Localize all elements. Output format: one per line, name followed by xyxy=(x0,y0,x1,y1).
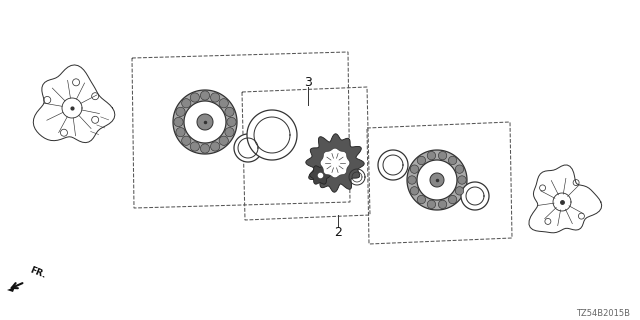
Circle shape xyxy=(455,165,464,173)
Circle shape xyxy=(176,128,185,137)
Text: 3: 3 xyxy=(304,76,312,89)
Circle shape xyxy=(227,117,236,127)
Polygon shape xyxy=(320,148,350,178)
Circle shape xyxy=(174,117,183,127)
Circle shape xyxy=(225,128,234,137)
Circle shape xyxy=(417,156,426,165)
Polygon shape xyxy=(184,101,226,143)
Text: FR.: FR. xyxy=(28,266,47,280)
Circle shape xyxy=(417,195,426,204)
Circle shape xyxy=(211,142,220,151)
Circle shape xyxy=(219,136,228,145)
Polygon shape xyxy=(430,173,444,187)
Polygon shape xyxy=(306,134,364,192)
Circle shape xyxy=(190,93,200,102)
Circle shape xyxy=(182,136,191,145)
Polygon shape xyxy=(417,160,457,200)
Circle shape xyxy=(455,187,464,195)
Text: 2: 2 xyxy=(334,226,342,238)
Polygon shape xyxy=(197,114,213,130)
Polygon shape xyxy=(234,134,262,162)
Circle shape xyxy=(219,99,228,108)
Circle shape xyxy=(428,200,436,209)
Circle shape xyxy=(449,195,457,204)
Circle shape xyxy=(428,151,436,160)
Circle shape xyxy=(200,144,210,153)
Circle shape xyxy=(211,93,220,102)
Circle shape xyxy=(408,176,416,184)
Circle shape xyxy=(176,107,185,116)
Circle shape xyxy=(458,176,466,184)
Circle shape xyxy=(410,187,419,195)
Polygon shape xyxy=(378,150,408,180)
Polygon shape xyxy=(247,110,297,160)
Circle shape xyxy=(438,200,447,209)
Circle shape xyxy=(449,156,457,165)
Circle shape xyxy=(225,107,234,116)
Text: TZ54B2015B: TZ54B2015B xyxy=(576,308,630,317)
Polygon shape xyxy=(407,150,467,210)
Circle shape xyxy=(438,151,447,160)
Polygon shape xyxy=(173,90,237,154)
Circle shape xyxy=(410,165,419,173)
Circle shape xyxy=(190,142,200,151)
Polygon shape xyxy=(461,182,489,210)
Circle shape xyxy=(182,99,191,108)
Polygon shape xyxy=(310,166,330,184)
Polygon shape xyxy=(7,287,15,292)
Circle shape xyxy=(200,91,210,100)
